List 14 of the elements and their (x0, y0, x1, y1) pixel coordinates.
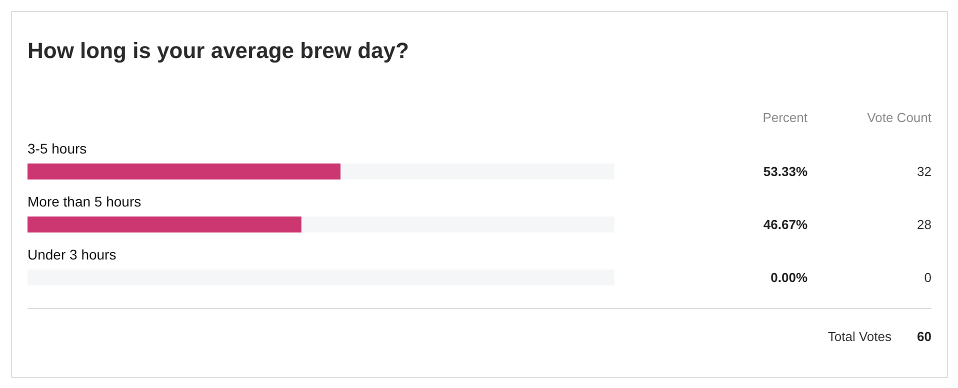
chart-title: How long is your average brew day? (28, 38, 409, 63)
text: 0 (924, 270, 932, 285)
text: 32 (917, 164, 932, 179)
data-label: 0.00% (770, 270, 808, 285)
y-tick-label: More than 5 hours (28, 194, 142, 210)
data-label: 53.33% (763, 164, 808, 179)
text: Percent (762, 110, 808, 125)
data-label: 46.67% (763, 217, 808, 232)
text: Vote Count (867, 110, 932, 125)
text: 60 (917, 329, 932, 344)
text: 28 (917, 217, 932, 232)
text: Total Votes (828, 329, 892, 344)
y-tick-label: Under 3 hours (28, 246, 116, 262)
y-tick-label: 3-5 hours (28, 140, 87, 156)
